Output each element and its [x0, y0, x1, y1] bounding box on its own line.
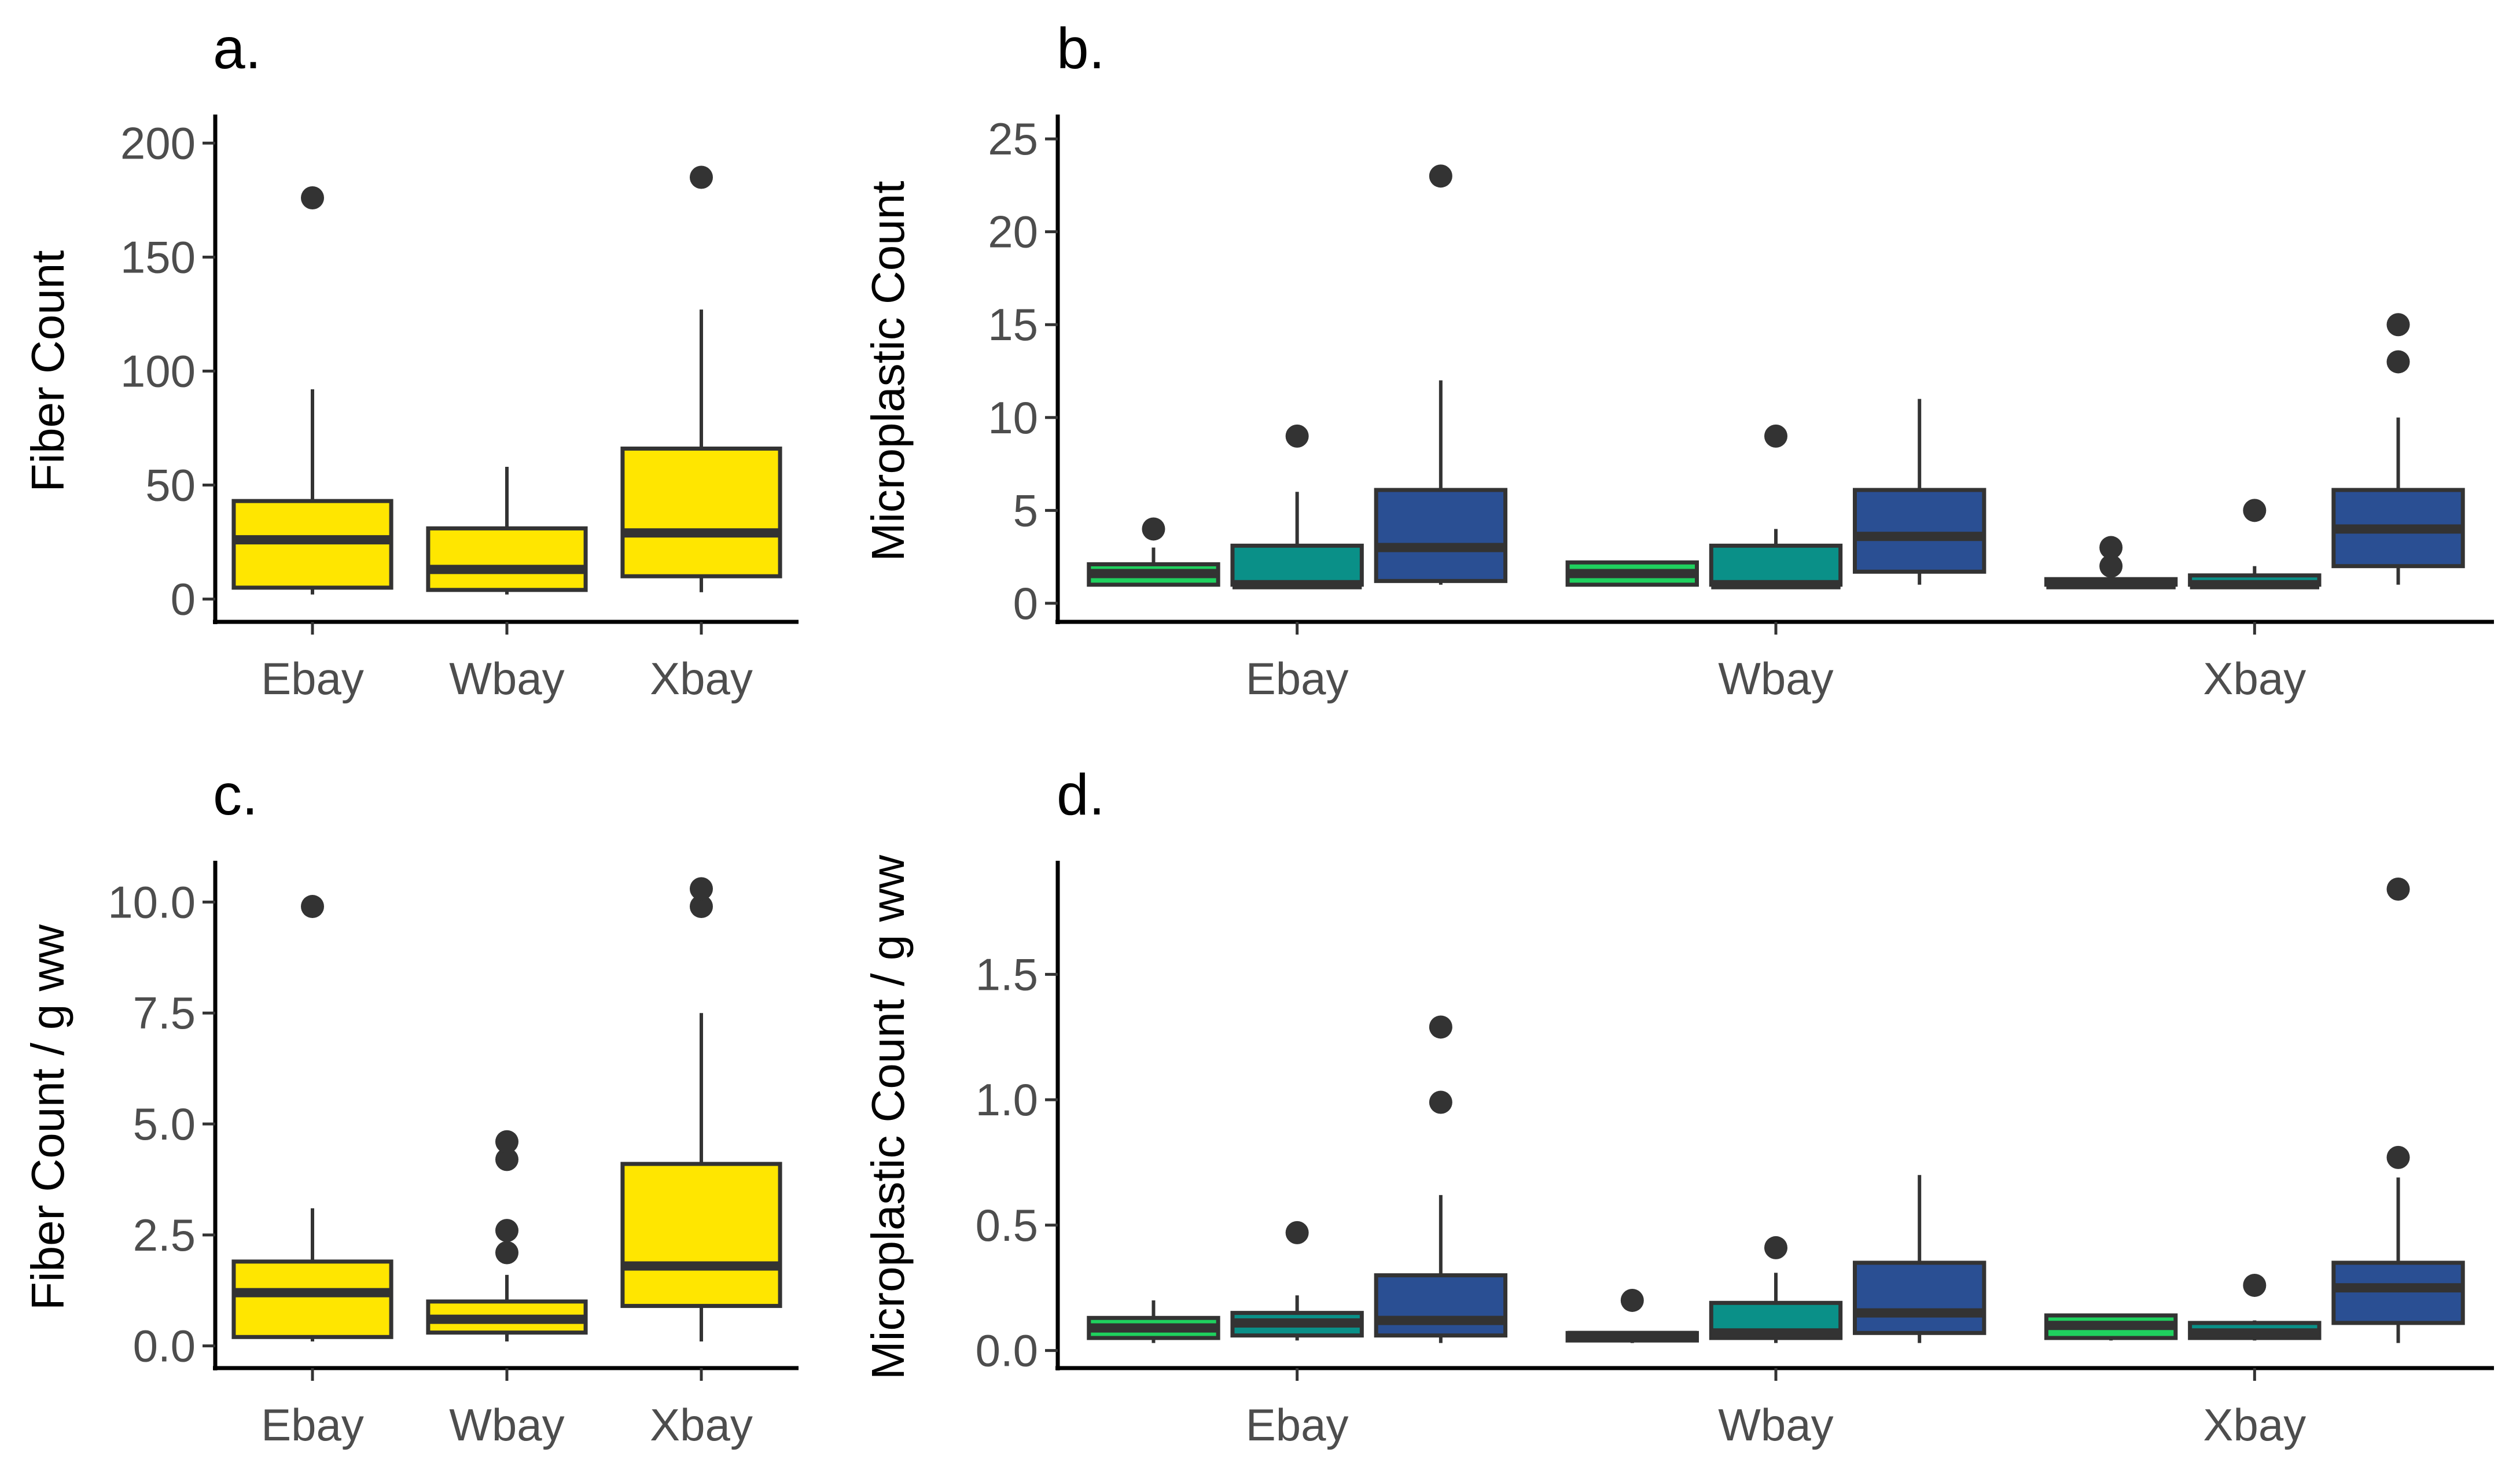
outlier-point — [1285, 424, 1309, 448]
y-tick-label: 10.0 — [108, 876, 196, 927]
outlier-point — [1142, 517, 1165, 541]
y-tick-label: 200 — [120, 117, 196, 168]
y-tick-label: 20 — [988, 207, 1038, 257]
y-tick-label: 5 — [1013, 485, 1038, 536]
outlier-point — [2243, 1273, 2267, 1297]
box-wbay-fiber — [426, 526, 588, 592]
x-tick-label-xbay: Xbay — [2203, 653, 2306, 704]
y-tick-label: 0 — [171, 574, 196, 625]
x-tick-label-ebay: Ebay — [1246, 1399, 1349, 1450]
box-ebay-group-3 — [1374, 488, 1508, 583]
y-tick-label: 0 — [1013, 578, 1038, 629]
y-tick-label: 0.5 — [976, 1200, 1038, 1251]
y-axis-title: Fiber Count — [22, 250, 73, 492]
box-wbay-group-3 — [1853, 488, 1986, 574]
outlier-point — [2386, 878, 2410, 901]
y-tick-label: 150 — [120, 231, 196, 282]
outlier-point — [495, 1219, 518, 1243]
outlier-point — [495, 1148, 518, 1171]
outlier-point — [2386, 350, 2410, 374]
outlier-point — [2386, 313, 2410, 337]
x-tick-label-xbay: Xbay — [2203, 1399, 2306, 1450]
y-tick-label: 0.0 — [976, 1325, 1038, 1376]
outlier-point — [301, 895, 324, 919]
outlier-point — [1620, 1288, 1644, 1312]
x-tick-label-wbay: Wbay — [1718, 653, 1833, 704]
outlier-point — [1764, 424, 1787, 448]
x-tick-label-ebay: Ebay — [261, 653, 364, 704]
box-xbay-fiber — [620, 1162, 782, 1308]
outlier-point — [2243, 499, 2267, 522]
y-tick-label: 2.5 — [133, 1210, 196, 1260]
y-axis-title: Microplastic Count — [862, 180, 914, 561]
panel-d: d. Microplastic Count / g ww 0.0 0.5 1.0 1.5 E… — [862, 762, 2494, 1450]
panel-label: c. — [213, 762, 258, 827]
outlier-point — [2099, 554, 2123, 578]
y-axis-title: Fiber Count / g ww — [22, 924, 73, 1310]
box-wbay-group-2 — [1709, 543, 1843, 587]
box-xbay-group-3 — [2331, 1260, 2465, 1325]
outlier-point — [690, 877, 713, 901]
y-tick-label: 25 — [988, 113, 1038, 164]
x-tick-label-xbay: Xbay — [650, 1399, 753, 1450]
panel-c: c. Fiber Count / g ww 0.0 2.5 5.0 7.5 10.0 Ebay… — [22, 762, 799, 1450]
y-tick-label: 1.5 — [976, 949, 1038, 1000]
x-tick-label-wbay: Wbay — [449, 1399, 564, 1450]
x-tick-label-ebay: Ebay — [1246, 653, 1349, 704]
box-ebay-fiber — [231, 1259, 393, 1339]
panel-label: d. — [1057, 762, 1105, 827]
y-tick-label: 5.0 — [133, 1099, 196, 1149]
y-axis-title: Microplastic Count / g ww — [862, 855, 914, 1380]
outlier-point — [1429, 1015, 1452, 1039]
outlier-point — [1429, 1090, 1452, 1114]
y-tick-label: 10 — [988, 392, 1038, 443]
outlier-point — [495, 1241, 518, 1265]
outlier-point — [2386, 1145, 2410, 1169]
box-wbay-group-3 — [1853, 1260, 1986, 1335]
outlier-point — [1429, 164, 1452, 188]
panel-label: a. — [213, 16, 261, 81]
outlier-point — [495, 1130, 518, 1153]
y-tick-label: 100 — [120, 346, 196, 397]
outlier-point — [2099, 536, 2123, 559]
outlier-point — [690, 165, 713, 189]
x-tick-label-xbay: Xbay — [650, 653, 753, 704]
outlier-point — [1764, 1236, 1787, 1259]
panel-label: b. — [1057, 16, 1105, 81]
y-tick-label: 50 — [145, 460, 196, 511]
outlier-point — [690, 895, 713, 919]
x-tick-label-wbay: Wbay — [449, 653, 564, 704]
panel-b: b. Microplastic Count 0 5 10 15 20 25 Ebay Wbay Xb… — [862, 16, 2494, 704]
y-tick-label: 15 — [988, 299, 1038, 350]
box-xbay-fiber — [620, 446, 782, 578]
outlier-point — [1285, 1221, 1309, 1244]
panel-a: a. Fiber Count 0 50 100 150 200 Ebay Wbay Xbay — [22, 16, 799, 704]
y-tick-label: 1.0 — [976, 1074, 1038, 1125]
box-ebay-group-3 — [1374, 1273, 1508, 1338]
x-tick-label-wbay: Wbay — [1718, 1399, 1833, 1450]
outlier-point — [301, 186, 324, 209]
y-tick-label: 7.5 — [133, 987, 196, 1038]
y-tick-label: 0.0 — [133, 1321, 196, 1372]
box-ebay-group-2 — [1230, 543, 1364, 587]
x-tick-label-ebay: Ebay — [261, 1399, 364, 1450]
